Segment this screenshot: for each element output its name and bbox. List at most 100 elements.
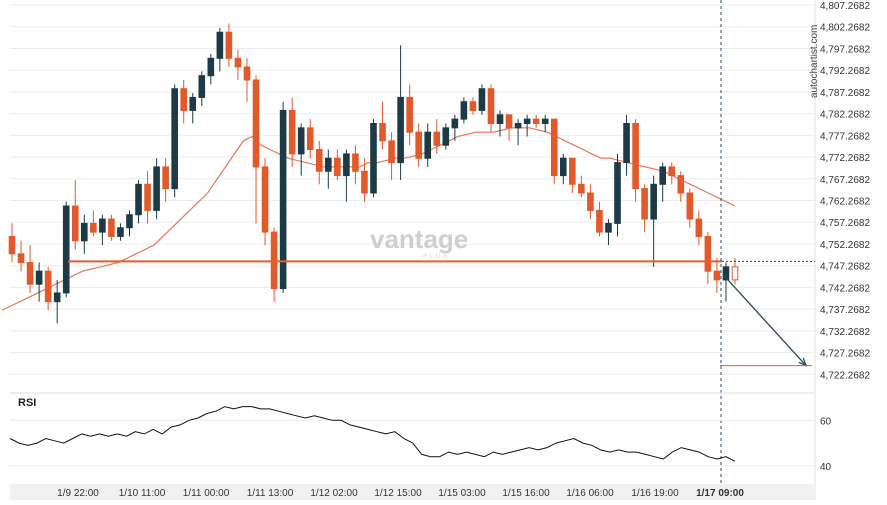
y-tick-label: 4,757.2682 — [820, 218, 870, 229]
moving-average-path — [1, 127, 736, 311]
candle-down — [415, 131, 422, 159]
forecast-arrow — [720, 273, 812, 367]
candle-down — [225, 31, 233, 59]
candle-up — [117, 227, 124, 237]
x-axis: 1/9 22:00 1/10 11:00 1/11 00:00 1/11 13:00 1… — [10, 484, 815, 500]
candles — [8, 23, 739, 324]
candle-down — [632, 122, 639, 190]
y-tick-label: 4,752.2682 — [820, 240, 870, 251]
rsi-tick-label: 60 — [820, 416, 832, 427]
candle-down — [144, 183, 151, 211]
candle-down — [587, 192, 594, 211]
candle-up — [198, 75, 206, 98]
y-tick-label: 4,772.2682 — [820, 153, 870, 164]
candle-down — [433, 131, 441, 146]
x-tick-label: 1/16 06:00 — [566, 488, 614, 499]
watermark-text: vantage — [370, 224, 468, 254]
x-tick-label: 1/17 09:00 — [696, 488, 744, 499]
candle-down — [90, 222, 97, 233]
y-tick-label: 4,722.2682 — [820, 370, 870, 381]
y-axis: 4,722.2682 4,727.2682 4,732.2682 4,737.2682… — [820, 1, 870, 381]
candle-down — [108, 218, 115, 237]
candle-down — [406, 96, 413, 133]
x-tick-label: 1/15 16:00 — [502, 488, 550, 499]
candle-down — [731, 266, 739, 281]
candle-up — [35, 270, 43, 285]
forecast-line — [722, 273, 807, 367]
candle-up — [451, 118, 459, 129]
x-tick-label: 1/12 02:00 — [310, 488, 358, 499]
x-tick-label: 1/12 15:00 — [374, 488, 422, 499]
candle-down — [352, 153, 359, 172]
candle-up — [297, 127, 305, 155]
candle-down — [234, 57, 242, 68]
y-tick-label: 4,727.2682 — [820, 349, 870, 360]
candle-down — [686, 192, 694, 220]
candle-down — [361, 170, 368, 194]
candle-down — [315, 149, 323, 172]
rsi-line — [9, 406, 736, 462]
rsi-label: RSI — [18, 397, 36, 409]
brand-label: autochartist.com — [809, 25, 820, 98]
candle-up — [541, 118, 549, 124]
candle-down — [288, 109, 296, 155]
candle-down — [306, 127, 314, 151]
x-tick-label: 1/11 13:00 — [247, 488, 294, 499]
candle-up — [62, 205, 70, 294]
candle-down — [641, 188, 648, 220]
candle-down — [388, 140, 395, 164]
candle-up — [659, 166, 667, 185]
candle-down — [44, 270, 52, 303]
candle-up — [442, 127, 450, 146]
candle-down — [695, 218, 703, 237]
y-tick-label: 4,787.2682 — [820, 88, 870, 99]
y-tick-label: 4,737.2682 — [820, 305, 870, 316]
candle-up — [216, 31, 224, 59]
candle-up — [623, 122, 630, 164]
candle-down — [469, 101, 477, 111]
candle-down — [569, 157, 576, 185]
candle-up — [343, 153, 350, 177]
candle-up — [53, 292, 61, 303]
y-tick-label: 4,782.2682 — [820, 110, 870, 121]
x-tick-label: 1/16 19:00 — [631, 488, 679, 499]
candle-up — [370, 122, 377, 194]
candle-down — [270, 231, 278, 290]
y-tick-label: 4,747.2682 — [820, 262, 870, 273]
candle-up — [99, 218, 106, 233]
x-tick-label: 1/15 03:00 — [438, 488, 486, 499]
candle-down — [704, 235, 712, 272]
y-tick-label: 4,792.2682 — [820, 66, 870, 77]
candle-up — [126, 214, 133, 229]
candle-up — [325, 157, 332, 172]
support-level — [68, 0, 815, 490]
candle-down — [668, 166, 676, 177]
candle-up — [605, 222, 612, 233]
candle-down — [532, 118, 540, 124]
candle-down — [243, 66, 251, 81]
y-tick-label: 4,742.2682 — [820, 283, 870, 294]
y-tick-label: 4,767.2682 — [820, 175, 870, 186]
y-tick-label: 4,807.2682 — [820, 1, 870, 12]
candle-down — [71, 205, 79, 242]
x-tick-label: 1/9 22:00 — [57, 488, 99, 499]
candle-up — [397, 96, 404, 164]
x-axis-band — [10, 484, 815, 500]
candle-up — [80, 222, 88, 242]
y-tick-label: 4,797.2682 — [820, 44, 870, 55]
candle-down — [162, 166, 169, 190]
candle-down — [180, 88, 188, 111]
candle-down — [17, 253, 25, 264]
x-tick-label: 1/11 00:00 — [183, 488, 230, 499]
candle-up — [614, 162, 621, 224]
watermark: vantage PLUS — [370, 224, 468, 260]
candle-up — [279, 109, 287, 290]
candle-down — [505, 114, 513, 129]
candle-up — [514, 122, 522, 129]
candle-down — [487, 88, 495, 124]
moving-average-line — [1, 127, 736, 311]
candle-up — [135, 183, 142, 216]
rsi-panel: 60 40 — [9, 392, 832, 473]
y-tick-label: 4,777.2682 — [820, 131, 870, 142]
